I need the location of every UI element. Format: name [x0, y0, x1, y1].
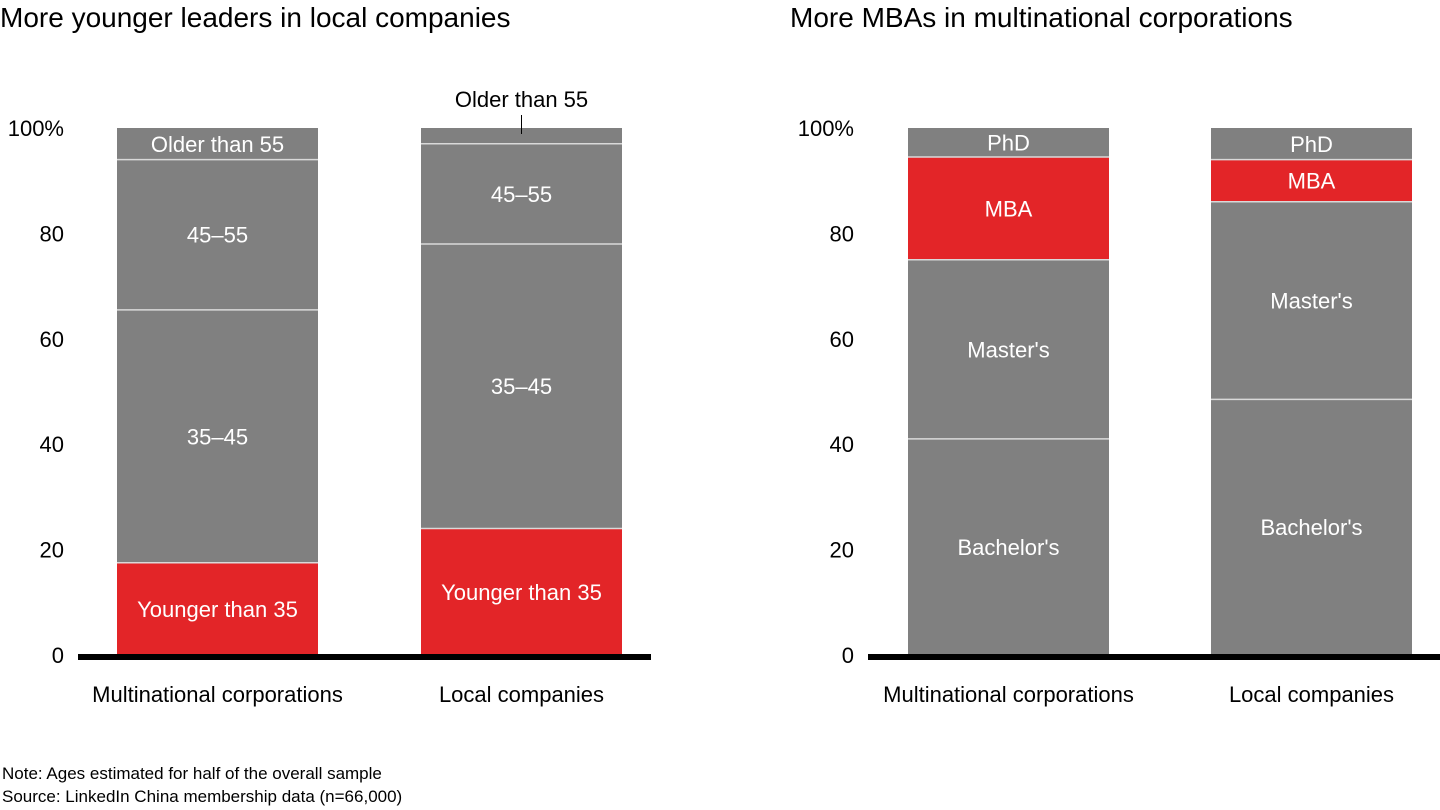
- y-tick-label: 0: [52, 643, 64, 668]
- segment-label: Bachelor's: [1260, 515, 1362, 540]
- segment-label: Younger than 35: [441, 580, 602, 605]
- bar-segment-bachelor-s: [1211, 399, 1412, 655]
- y-tick-label: 60: [40, 327, 64, 352]
- bar-segment-35-45: [421, 243, 622, 529]
- bar-segment-younger-than-35: [421, 528, 622, 655]
- bar-segment-phd: [1211, 128, 1412, 160]
- y-tick-label: 80: [40, 221, 64, 246]
- y-tick-label: 0: [842, 643, 854, 668]
- category-label: Multinational corporations: [883, 682, 1134, 707]
- bar-segment-older-than-55: [421, 128, 622, 144]
- y-tick-label: 20: [40, 538, 64, 563]
- segment-label: 45–55: [187, 223, 248, 248]
- bar-segment-older-than-55: [117, 128, 318, 160]
- bar-segment-bachelor-s: [908, 438, 1109, 655]
- footer-source: Source: LinkedIn China membership data (…: [2, 787, 403, 806]
- segment-label: 35–45: [491, 374, 552, 399]
- bar-segment-master-s: [1211, 201, 1412, 400]
- segment-label: PhD: [987, 130, 1030, 155]
- segment-label: 35–45: [187, 424, 248, 449]
- y-tick-label: 100%: [8, 116, 64, 141]
- y-tick-label: 100%: [798, 116, 854, 141]
- segment-label: Master's: [1270, 289, 1352, 314]
- bar-segment-45-55: [421, 143, 622, 244]
- y-tick-label: 60: [830, 327, 854, 352]
- segment-label: Bachelor's: [957, 535, 1059, 560]
- segment-label: Master's: [967, 337, 1049, 362]
- bar-segment-35-45: [117, 309, 318, 563]
- bar-segment-master-s: [908, 259, 1109, 439]
- bar-segment-45-55: [117, 159, 318, 310]
- category-label: Local companies: [1229, 682, 1394, 707]
- y-tick-label: 40: [40, 432, 64, 457]
- segment-label: Older than 55: [151, 132, 284, 157]
- chart-title-left: More younger leaders in local companies: [0, 2, 511, 33]
- category-label: Local companies: [439, 682, 604, 707]
- y-tick-label: 80: [830, 221, 854, 246]
- segment-label: MBA: [985, 196, 1033, 221]
- bar-segment-phd: [908, 128, 1109, 157]
- segment-label: Younger than 35: [137, 597, 298, 622]
- y-tick-label: 40: [830, 432, 854, 457]
- segment-label: 45–55: [491, 182, 552, 207]
- footer-note: Note: Ages estimated for half of the ove…: [2, 764, 382, 783]
- segment-label: MBA: [1288, 169, 1336, 194]
- bar-segment-mba: [1211, 159, 1412, 202]
- external-label-older-than-55: Older than 55: [455, 87, 588, 112]
- category-label: Multinational corporations: [92, 682, 343, 707]
- segment-label: PhD: [1290, 132, 1333, 157]
- bar-segment-mba: [908, 156, 1109, 260]
- y-tick-label: 20: [830, 538, 854, 563]
- chart-title-right: More MBAs in multinational corporations: [790, 2, 1293, 33]
- bar-segment-younger-than-35: [117, 562, 318, 655]
